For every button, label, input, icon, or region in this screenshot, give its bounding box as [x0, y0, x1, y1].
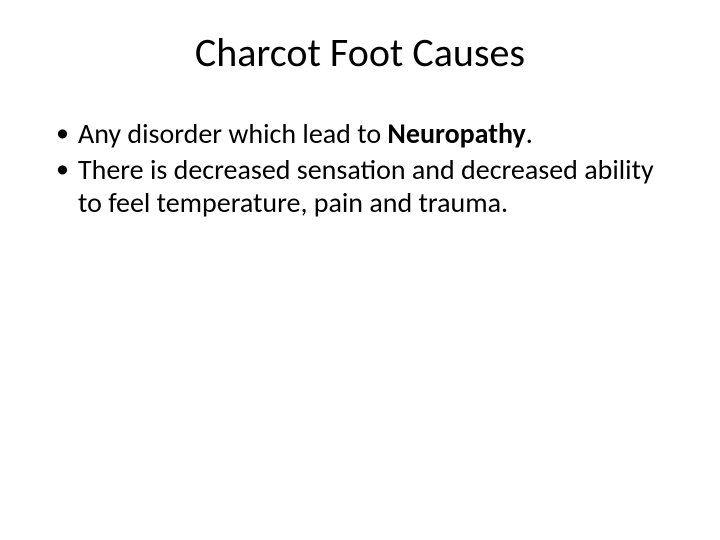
bullet-item: There is decreased sensation and decreas…: [50, 153, 680, 220]
bullet-text-suffix: .: [526, 116, 533, 151]
bullet-item: Any disorder which lead to Neuropathy.: [50, 117, 680, 151]
bullet-text-bold: Neuropathy: [387, 116, 525, 151]
bullet-text-prefix: Any disorder which lead to: [78, 116, 387, 151]
slide-title: Charcot Foot Causes: [40, 28, 680, 77]
bullet-list: Any disorder which lead to Neuropathy. T…: [40, 117, 680, 220]
slide: Charcot Foot Causes Any disorder which l…: [0, 0, 720, 540]
bullet-text: There is decreased sensation and decreas…: [78, 152, 654, 221]
